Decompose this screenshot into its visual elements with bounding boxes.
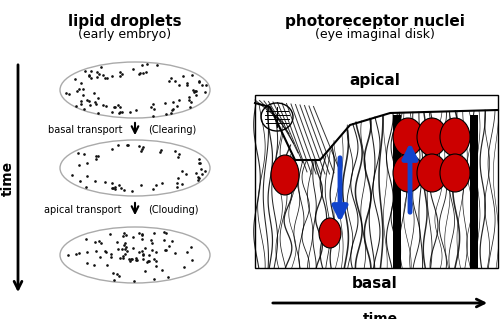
Ellipse shape — [319, 218, 341, 248]
Text: lipid droplets: lipid droplets — [68, 14, 182, 29]
Text: time: time — [1, 160, 15, 196]
Text: (eye imaginal disk): (eye imaginal disk) — [315, 28, 435, 41]
Text: photoreceptor nuclei: photoreceptor nuclei — [285, 14, 465, 29]
Text: (Clouding): (Clouding) — [148, 205, 198, 215]
Text: basal transport: basal transport — [48, 125, 122, 135]
Ellipse shape — [440, 118, 470, 156]
Ellipse shape — [417, 154, 447, 192]
Text: apical transport: apical transport — [44, 205, 122, 215]
Ellipse shape — [417, 118, 447, 156]
Ellipse shape — [393, 154, 423, 192]
Bar — [393, 115, 401, 268]
Text: basal: basal — [352, 276, 398, 291]
Text: (early embryo): (early embryo) — [78, 28, 172, 41]
Bar — [470, 115, 478, 268]
Ellipse shape — [393, 118, 423, 156]
Text: apical: apical — [350, 73, 401, 88]
Text: (Clearing): (Clearing) — [148, 125, 196, 135]
Bar — [255, 95, 498, 268]
Ellipse shape — [440, 154, 470, 192]
Ellipse shape — [271, 155, 299, 195]
Text: time: time — [362, 312, 398, 319]
